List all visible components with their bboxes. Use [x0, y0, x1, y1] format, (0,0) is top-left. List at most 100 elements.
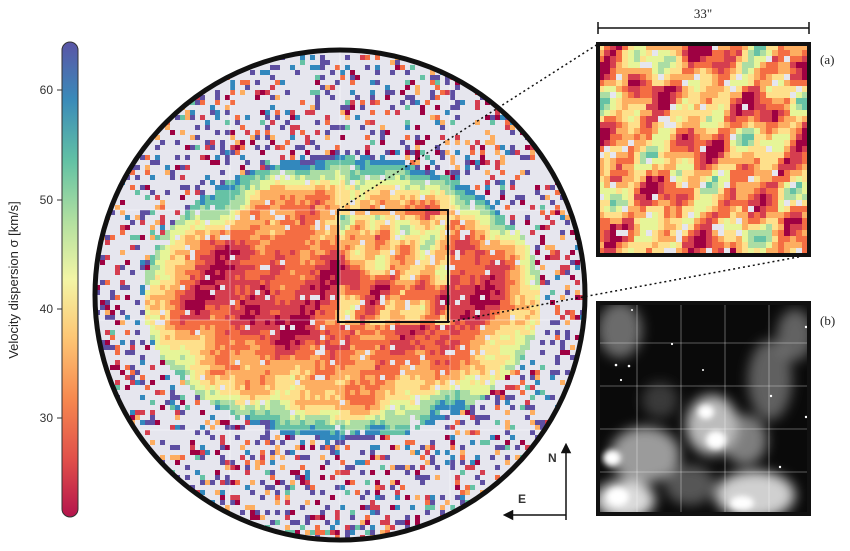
disk-pixel	[325, 155, 330, 160]
disk-pixel	[580, 225, 585, 230]
disk-pixel	[255, 460, 260, 465]
disk-pixel	[485, 140, 490, 145]
disk-pixel	[390, 430, 395, 435]
disk-pixel	[280, 80, 285, 85]
disk-pixel	[295, 210, 300, 215]
disk-pixel	[435, 85, 440, 90]
disk-pixel	[320, 410, 325, 415]
disk-pixel	[165, 310, 170, 315]
disk-pixel	[195, 350, 200, 355]
disk-pixel	[350, 210, 355, 215]
disk-pixel	[235, 350, 240, 355]
disk-pixel	[420, 225, 425, 230]
disk-pixel	[495, 345, 500, 350]
disk-pixel	[485, 240, 490, 245]
disk-pixel	[155, 420, 160, 425]
disk-pixel	[450, 315, 455, 320]
disk-pixel	[400, 345, 405, 350]
disk-pixel	[215, 320, 220, 325]
disk-pixel	[390, 310, 395, 315]
disk-pixel	[310, 445, 315, 450]
disk-pixel	[525, 340, 530, 345]
disk-pixel	[415, 295, 420, 300]
disk-pixel	[185, 260, 190, 265]
disk-pixel	[375, 270, 380, 275]
disk-pixel	[205, 385, 210, 390]
disk-pixel	[515, 330, 520, 335]
disk-pixel	[210, 350, 215, 355]
disk-pixel	[240, 175, 245, 180]
disk-pixel	[225, 275, 230, 280]
disk-pixel	[230, 275, 235, 280]
disk-pixel	[205, 195, 210, 200]
disk-pixel	[120, 460, 125, 465]
disk-pixel	[495, 150, 500, 155]
disk-pixel	[355, 410, 360, 415]
disk-pixel	[360, 450, 365, 455]
disk-pixel	[180, 260, 185, 265]
disk-pixel	[425, 355, 430, 360]
disk-pixel	[205, 255, 210, 260]
disk-pixel	[125, 375, 130, 380]
disk-pixel	[435, 385, 440, 390]
disk-pixel	[225, 385, 230, 390]
disk-pixel	[140, 285, 145, 290]
disk-pixel	[310, 380, 315, 385]
disk-pixel	[245, 265, 250, 270]
disk-pixel	[270, 245, 275, 250]
disk-pixel	[280, 265, 285, 270]
disk-pixel	[475, 340, 480, 345]
disk-pixel	[455, 385, 460, 390]
disk-pixel	[320, 200, 325, 205]
disk-pixel	[200, 370, 205, 375]
disk-pixel	[375, 370, 380, 375]
disk-pixel	[380, 270, 385, 275]
disk-pixel	[350, 375, 355, 380]
disk-pixel	[510, 300, 515, 305]
disk-pixel	[485, 415, 490, 420]
disk-pixel	[555, 250, 560, 255]
disk-pixel	[455, 55, 460, 60]
disk-pixel	[350, 190, 355, 195]
disk-pixel	[235, 205, 240, 210]
disk-pixel	[270, 365, 275, 370]
disk-pixel	[415, 340, 420, 345]
disk-pixel	[230, 190, 235, 195]
disk-pixel	[460, 420, 465, 425]
disk-pixel	[510, 240, 515, 245]
disk-pixel	[110, 120, 115, 125]
disk-pixel	[365, 420, 370, 425]
disk-pixel	[325, 405, 330, 410]
disk-pixel	[205, 285, 210, 290]
disk-pixel	[150, 330, 155, 335]
disk-pixel	[375, 365, 380, 370]
disk-pixel	[385, 435, 390, 440]
disk-pixel	[460, 200, 465, 205]
disk-pixel	[530, 285, 535, 290]
disk-pixel	[145, 285, 150, 290]
disk-pixel	[370, 385, 375, 390]
disk-pixel	[100, 140, 105, 145]
disk-pixel	[500, 395, 505, 400]
disk-pixel	[180, 230, 185, 235]
disk-pixel	[345, 365, 350, 370]
disk-pixel	[320, 245, 325, 250]
disk-pixel	[490, 55, 495, 60]
disk-pixel	[435, 185, 440, 190]
disk-pixel	[200, 290, 205, 295]
disk-pixel	[100, 470, 105, 475]
disk-pixel	[235, 175, 240, 180]
disk-pixel	[105, 130, 110, 135]
disk-pixel	[175, 325, 180, 330]
disk-pixel	[325, 460, 330, 465]
disk-pixel	[195, 400, 200, 405]
disk-pixel	[435, 115, 440, 120]
disk-pixel	[185, 185, 190, 190]
disk-pixel	[505, 220, 510, 225]
disk-pixel	[225, 160, 230, 165]
disk-pixel	[535, 310, 540, 315]
disk-pixel	[210, 435, 215, 440]
disk-pixel	[210, 360, 215, 365]
disk-pixel	[320, 390, 325, 395]
disk-pixel	[440, 180, 445, 185]
